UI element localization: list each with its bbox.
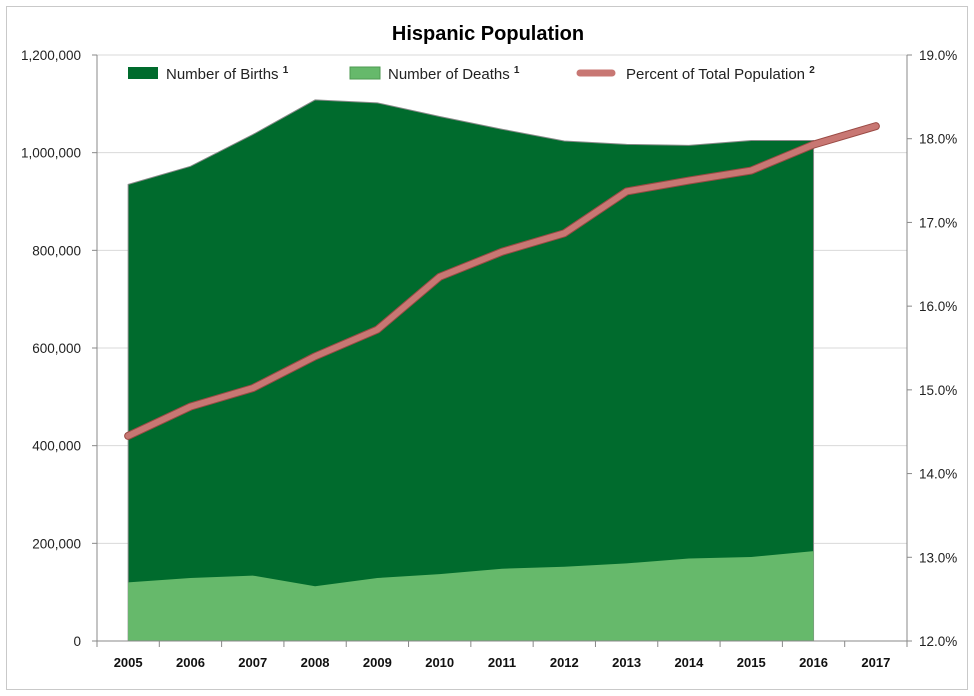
x-tick-label: 2005 xyxy=(114,655,143,670)
legend-superscript: 2 xyxy=(809,65,815,76)
x-tick-label: 2007 xyxy=(238,655,267,670)
legend-superscript: 1 xyxy=(283,65,289,76)
legend-label: Percent of Total Population 2 xyxy=(626,65,815,83)
x-tick-label: 2017 xyxy=(861,655,890,670)
y-left-tick-label: 1,000,000 xyxy=(21,146,81,161)
x-tick-label: 2010 xyxy=(425,655,454,670)
legend-superscript: 1 xyxy=(514,65,520,76)
y-right-tick-label: 12.0% xyxy=(919,634,957,649)
x-tick-label: 2014 xyxy=(674,655,704,670)
x-tick-label: 2015 xyxy=(737,655,766,670)
x-axis-ticks: 2005 2006 2007 2008 2009 2010 2011 2012 2013 2014… xyxy=(114,655,891,670)
legend: Number of Births 1 Number of Deaths 1 Perc… xyxy=(128,65,815,83)
x-tick-label: 2016 xyxy=(799,655,828,670)
y-right-tick-label: 18.0% xyxy=(919,132,957,147)
line-series xyxy=(124,122,880,440)
deaths-area xyxy=(128,551,814,641)
y-left-tick-label: 800,000 xyxy=(32,243,81,258)
legend-label: Number of Births 1 xyxy=(166,65,289,83)
x-tick-label: 2008 xyxy=(301,655,330,670)
y-left-tick-label: 400,000 xyxy=(32,439,81,454)
y-left-tick-label: 600,000 xyxy=(32,341,81,356)
x-tick-label: 2012 xyxy=(550,655,579,670)
y-right-tick-label: 16.0% xyxy=(919,299,957,314)
y-right-tick-label: 14.0% xyxy=(919,467,957,482)
y-left-tick-label: 200,000 xyxy=(32,536,81,551)
x-tick-label: 2011 xyxy=(488,655,516,670)
legend-swatch xyxy=(128,67,158,79)
x-tick-label: 2009 xyxy=(363,655,392,670)
x-tick-label: 2013 xyxy=(612,655,641,670)
y-right-tick-label: 17.0% xyxy=(919,215,957,230)
y-axis-left-ticks: 0 200,000 400,000 600,000 800,000 1,000,000 1,… xyxy=(21,48,81,649)
x-tick-label: 2006 xyxy=(176,655,205,670)
axes xyxy=(92,54,912,647)
y-axis-right-ticks: 12.0% 13.0% 14.0% 15.0% 16.0% 17.0% 18.0% 19.0% xyxy=(919,48,957,649)
y-right-tick-label: 19.0% xyxy=(919,48,957,63)
area-series xyxy=(127,99,815,642)
y-right-tick-label: 13.0% xyxy=(919,550,957,565)
y-right-tick-label: 15.0% xyxy=(919,383,957,398)
legend-label: Number of Deaths 1 xyxy=(388,65,520,83)
y-left-tick-label: 0 xyxy=(73,634,81,649)
legend-swatch xyxy=(349,66,381,80)
chart-title: Hispanic Population xyxy=(392,23,584,45)
y-left-tick-label: 1,200,000 xyxy=(21,48,81,63)
births-area xyxy=(127,99,815,642)
